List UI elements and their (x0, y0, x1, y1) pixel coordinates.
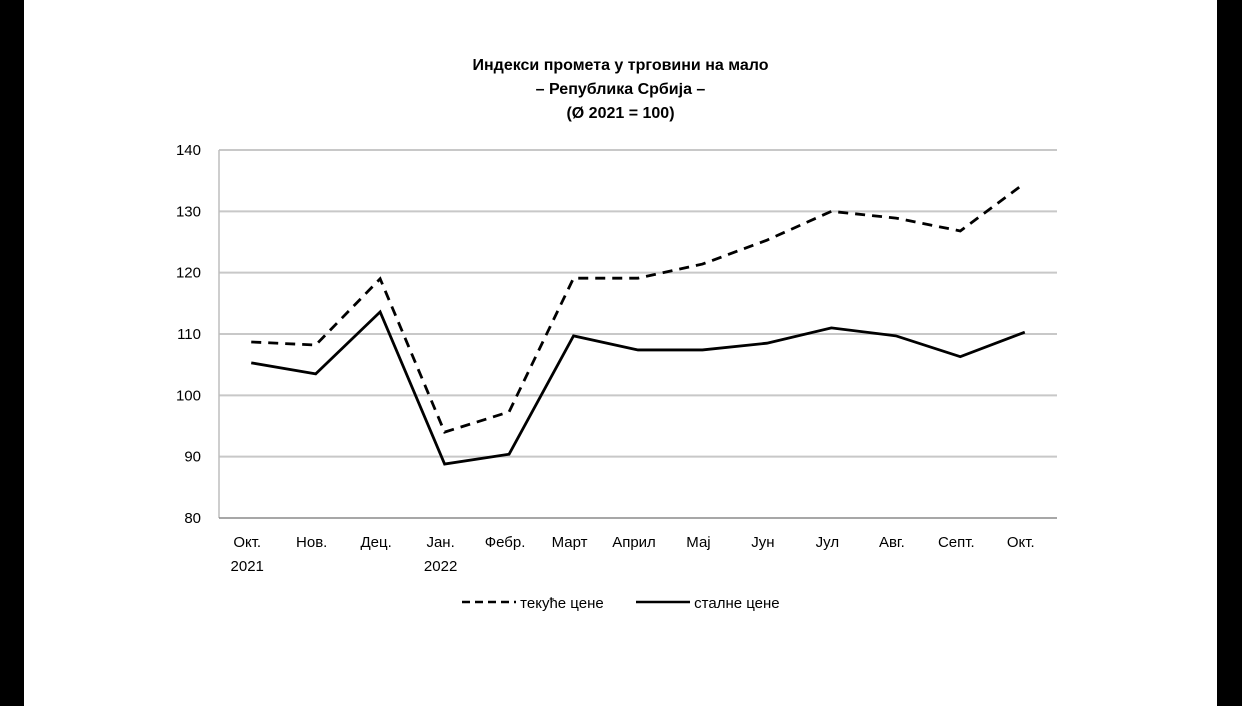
y-tick-label: 140 (176, 142, 201, 159)
chart-subtitle: – Република Србија – (535, 81, 706, 98)
legend-solid-line-icon (636, 600, 690, 604)
x-tick-label: 2022 (424, 558, 457, 575)
y-tick-label: 100 (176, 387, 201, 404)
series-line-constant-prices (250, 309, 1026, 466)
chart-page: Индекси промета у трговини на мало – Реп… (24, 0, 1217, 706)
x-tick-label: Окт. (233, 534, 261, 551)
x-tick-label: Март (552, 534, 588, 551)
x-tick-label: Дец. (361, 534, 392, 551)
x-tick-label: Јун (751, 534, 774, 551)
legend-item-constant-prices: сталне цене (636, 594, 780, 612)
x-tick-label: Фебр. (485, 534, 526, 551)
chart-title: Индекси промета у трговини на мало (472, 57, 769, 74)
x-tick-label: 2021 (231, 558, 264, 575)
y-tick-label: 130 (176, 203, 201, 220)
y-tick-label: 120 (176, 265, 201, 282)
legend-label: сталне цене (694, 595, 780, 612)
legend-dashed-line-icon (462, 600, 516, 604)
y-tick-label: 110 (177, 326, 201, 343)
x-tick-label: Септ. (938, 534, 975, 551)
x-tick-label: Јул (816, 534, 839, 551)
x-tick-label: Јан. (426, 534, 454, 551)
x-tick-label: Авг. (879, 534, 905, 551)
y-tick-label: 90 (184, 449, 201, 466)
x-tick-label: Окт. (1007, 534, 1035, 551)
chart-subtitle-2: (Ø 2021 = 100) (566, 105, 675, 122)
series-line-current-prices (251, 181, 1026, 434)
legend-item-current-prices: текуће цене (462, 594, 604, 612)
y-tick-label: 80 (184, 510, 201, 527)
legend-label: текуће цене (520, 595, 604, 612)
x-tick-label: Април (612, 534, 656, 551)
line-chart: 140 130 120 110 100 90 80 Окт. 2021 Нов. Дец. Јан. 2… (176, 142, 1057, 575)
x-tick-label: Мај (686, 534, 710, 551)
x-tick-label: Нов. (296, 534, 327, 551)
